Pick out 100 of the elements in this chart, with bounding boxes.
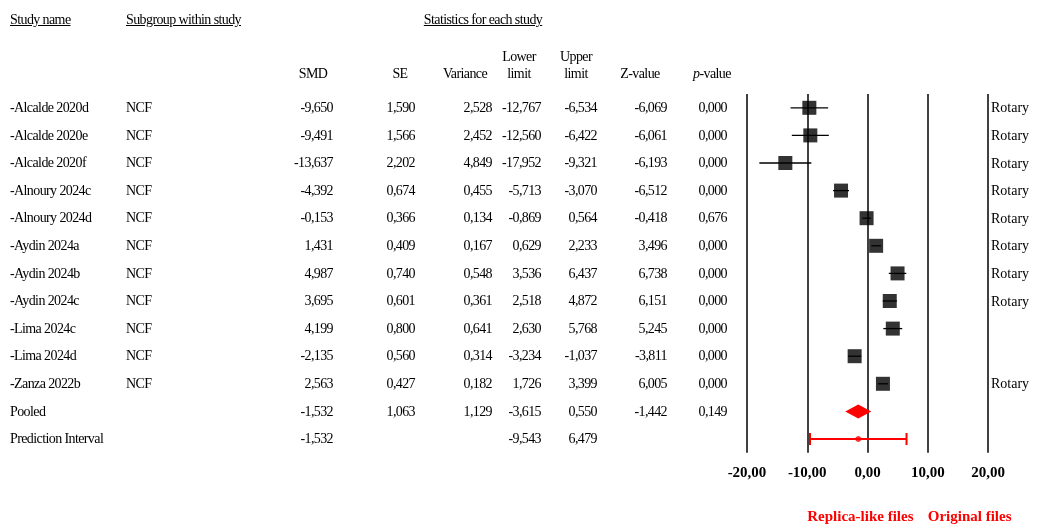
text: -3,811 <box>634 348 667 364</box>
category-label: NCF <box>126 155 152 171</box>
text: -9,491 <box>300 127 333 143</box>
text: 2,518 <box>512 293 541 309</box>
category-label: Pooled <box>10 403 46 419</box>
category-label: NCF <box>126 238 152 253</box>
text: 0,000 <box>698 265 727 281</box>
category-label: -Zanza 2022b <box>10 376 81 391</box>
text: 0,000 <box>698 100 727 115</box>
text: -0,418 <box>634 210 667 226</box>
text: 1,129 <box>463 403 492 419</box>
y-tick-label: Rotary <box>991 155 1030 171</box>
text: -2,135 <box>300 348 333 364</box>
point <box>859 211 874 226</box>
category-label: -Alcalde 2020f <box>10 155 86 171</box>
text: -9,543 <box>508 431 541 447</box>
text: -13,637 <box>294 155 333 171</box>
text: 6,005 <box>638 376 667 391</box>
point <box>869 238 884 253</box>
x-tick-label: 20,00 <box>971 464 1005 481</box>
category-label: p-value <box>693 66 731 82</box>
text: Subgroup within study <box>126 12 241 28</box>
category-label: -Aydin 2024b <box>10 265 80 281</box>
text: 0,564 <box>568 210 597 226</box>
text: 2,528 <box>463 100 492 115</box>
y-tick-label: Rotary <box>991 127 1030 143</box>
text: 3,399 <box>568 376 597 391</box>
text: 4,199 <box>304 320 333 336</box>
text: -6,512 <box>634 182 667 198</box>
category-label: NCF <box>126 210 152 226</box>
text: -6,422 <box>564 127 597 143</box>
category-label: NCF <box>126 182 152 198</box>
category-label: NCF <box>126 348 152 364</box>
text: 0,149 <box>698 403 727 419</box>
category-label: -Aydin 2024c <box>10 293 79 309</box>
text: 1,431 <box>304 238 333 253</box>
text: -1,532 <box>300 431 333 447</box>
y-tick-label: Rotary <box>991 100 1030 116</box>
text: 3,496 <box>638 238 667 253</box>
text: -9,650 <box>300 100 333 115</box>
text: 1,726 <box>512 376 541 391</box>
text: Study name <box>10 12 71 28</box>
x-tick-label: -20,00 <box>727 464 767 481</box>
text: 4,987 <box>304 265 333 281</box>
text: 0,629 <box>512 238 541 253</box>
text: 0,550 <box>568 403 597 419</box>
text: -6,069 <box>634 100 667 115</box>
text: -3,615 <box>508 403 541 419</box>
text: Statistics for each study <box>423 12 543 28</box>
category-label: Z-value <box>620 66 660 82</box>
category-label: NCF <box>126 265 152 281</box>
text: -1,442 <box>634 403 667 419</box>
text: 0,361 <box>463 293 492 309</box>
category-label: SE <box>392 66 408 82</box>
category-label: -Alcalde 2020d <box>10 100 89 115</box>
text: 0,548 <box>463 265 492 281</box>
x-tick-label: 0,00 <box>854 464 881 481</box>
text: -6,534 <box>564 100 597 115</box>
text: -3,234 <box>508 348 541 364</box>
text: 3,536 <box>512 265 541 281</box>
point <box>778 156 793 170</box>
text: -6,193 <box>634 155 667 171</box>
point <box>803 128 818 143</box>
text: 6,437 <box>568 265 597 281</box>
text: 0,000 <box>698 238 727 253</box>
text: 1,590 <box>386 100 415 115</box>
text: 5,245 <box>638 320 667 336</box>
text: 0,740 <box>386 265 415 281</box>
text: 4,872 <box>568 293 597 309</box>
text: -12,767 <box>502 100 541 115</box>
point <box>890 266 905 281</box>
text: 0,601 <box>386 293 415 309</box>
text: 2,630 <box>512 320 541 336</box>
y-tick-label: Rotary <box>991 293 1030 309</box>
category-label: NCF <box>126 293 152 309</box>
category-label: -Lima 2024d <box>10 348 77 364</box>
text: 0,000 <box>698 376 727 391</box>
text: 0,134 <box>463 210 492 226</box>
category-label: Prediction Interval <box>10 431 104 447</box>
text: -17,952 <box>502 155 541 171</box>
text: 0,167 <box>463 238 492 253</box>
text: 6,151 <box>638 293 667 309</box>
category-label: -Aydin 2024a <box>10 238 79 253</box>
category-label: -Alnoury 2024d <box>10 210 92 226</box>
category-label: -Alnoury 2024c <box>10 182 91 198</box>
text: -0,153 <box>300 210 333 226</box>
text: 0,182 <box>463 376 492 391</box>
y-tick-label: Rotary <box>991 183 1030 199</box>
text: -0,869 <box>508 210 541 226</box>
text: -12,560 <box>502 127 541 143</box>
text: Replica-like files <box>807 507 914 524</box>
text: -4,392 <box>300 182 333 198</box>
category-label: NCF <box>126 127 152 143</box>
category-label: NCF <box>126 376 152 391</box>
text: 4,849 <box>463 155 492 171</box>
text: 0,366 <box>386 210 415 226</box>
category-label: Lower limit <box>502 49 536 82</box>
point <box>847 349 862 364</box>
y-tick-label: Rotary <box>991 265 1030 281</box>
text: 0,427 <box>386 376 415 391</box>
